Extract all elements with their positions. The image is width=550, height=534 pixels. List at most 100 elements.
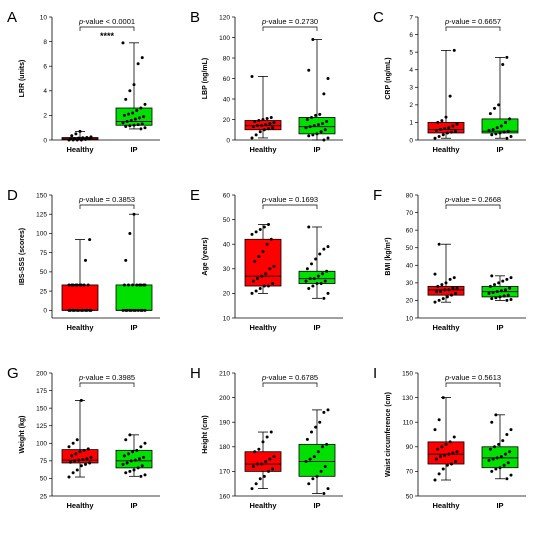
box-ip bbox=[298, 117, 336, 135]
data-point bbox=[437, 418, 441, 422]
data-point bbox=[132, 212, 136, 216]
data-point bbox=[326, 77, 330, 80]
data-point bbox=[70, 454, 74, 458]
data-point bbox=[136, 466, 140, 470]
data-point bbox=[135, 283, 139, 287]
data-point bbox=[322, 247, 326, 251]
data-point bbox=[322, 410, 326, 414]
data-point bbox=[267, 284, 270, 288]
y-tick-label: 0 bbox=[226, 137, 230, 144]
y-tick-label: 8 bbox=[43, 39, 47, 46]
data-point bbox=[504, 120, 507, 124]
data-point bbox=[443, 127, 447, 131]
data-point bbox=[81, 308, 85, 312]
data-point bbox=[505, 277, 509, 281]
data-point bbox=[250, 291, 254, 295]
y-axis-label: Weight (kg) bbox=[19, 416, 26, 454]
data-point bbox=[436, 284, 440, 288]
panel-letter: C bbox=[373, 9, 384, 26]
data-point bbox=[258, 227, 262, 231]
data-point bbox=[269, 430, 273, 434]
data-point bbox=[505, 433, 509, 436]
y-tick-label: 6 bbox=[409, 32, 413, 39]
data-point bbox=[133, 458, 137, 462]
p-italic: p bbox=[261, 373, 266, 382]
data-point bbox=[269, 237, 273, 241]
data-point bbox=[131, 450, 135, 454]
data-point bbox=[143, 308, 147, 312]
data-point bbox=[132, 123, 136, 127]
data-point bbox=[451, 286, 455, 290]
y-tick-label: 90 bbox=[406, 444, 414, 451]
y-tick-label: 80 bbox=[406, 192, 414, 199]
data-point bbox=[455, 450, 459, 454]
data-point bbox=[305, 118, 309, 121]
data-point bbox=[497, 442, 501, 446]
data-point bbox=[505, 55, 509, 59]
y-axis-label: LBP (ng/mL) bbox=[202, 58, 209, 99]
data-point bbox=[322, 492, 326, 496]
category-label: IP bbox=[313, 323, 320, 332]
data-point bbox=[315, 132, 319, 136]
data-point bbox=[311, 38, 315, 42]
data-point bbox=[74, 132, 78, 136]
data-point bbox=[257, 255, 261, 258]
panel-letter: B bbox=[190, 9, 200, 26]
data-point bbox=[139, 127, 143, 131]
data-point bbox=[257, 119, 261, 123]
data-point bbox=[440, 445, 444, 449]
data-point bbox=[497, 281, 501, 285]
panel-letter: H bbox=[190, 365, 201, 382]
data-point bbox=[307, 225, 311, 229]
data-point bbox=[305, 437, 309, 441]
data-point bbox=[505, 136, 509, 140]
data-point bbox=[131, 283, 135, 287]
data-point bbox=[139, 283, 143, 287]
data-point bbox=[129, 459, 133, 463]
data-point bbox=[437, 472, 441, 476]
p-value-label: p-value = 0.2730 bbox=[261, 17, 318, 26]
p-value-text: -value = 0.3853 bbox=[83, 195, 135, 204]
data-point bbox=[265, 435, 269, 439]
data-point bbox=[254, 133, 258, 137]
category-label: IP bbox=[313, 501, 320, 510]
p-value-text: -value = 0.3985 bbox=[83, 373, 135, 382]
data-point bbox=[495, 456, 499, 460]
data-point bbox=[250, 74, 254, 78]
data-point bbox=[319, 282, 323, 286]
data-point bbox=[308, 277, 312, 281]
data-point bbox=[433, 300, 437, 304]
data-point bbox=[314, 113, 318, 117]
data-point bbox=[487, 458, 491, 462]
y-tick-label: 0 bbox=[409, 137, 413, 144]
data-point bbox=[138, 457, 141, 461]
y-tick-label: 0 bbox=[43, 137, 47, 144]
data-point bbox=[318, 420, 322, 424]
data-point bbox=[308, 457, 312, 461]
p-italic: p bbox=[261, 17, 266, 26]
data-point bbox=[140, 308, 144, 312]
y-axis-label: IBS-SSS (scores) bbox=[19, 228, 26, 285]
category-label: Healthy bbox=[249, 501, 277, 510]
y-tick-label: 175 bbox=[36, 388, 47, 395]
data-point bbox=[304, 279, 308, 283]
data-point bbox=[312, 455, 316, 459]
panel-letter: D bbox=[7, 187, 18, 204]
y-tick-label: 50 bbox=[40, 476, 48, 483]
data-point bbox=[139, 445, 143, 449]
y-axis-label: Height (cm) bbox=[202, 415, 209, 454]
y-tick-label: 10 bbox=[223, 315, 231, 322]
category-label: Healthy bbox=[66, 323, 94, 332]
y-axis-label: CRP (ng/mL) bbox=[385, 57, 392, 99]
data-point bbox=[139, 474, 143, 478]
data-point bbox=[68, 460, 72, 464]
y-tick-label: 120 bbox=[219, 14, 230, 21]
data-point bbox=[502, 294, 506, 298]
data-point bbox=[262, 284, 266, 288]
data-point bbox=[132, 83, 136, 87]
data-point bbox=[121, 308, 125, 312]
data-point bbox=[128, 469, 132, 473]
data-point bbox=[128, 231, 132, 235]
data-point bbox=[78, 129, 82, 133]
data-point bbox=[75, 283, 79, 287]
